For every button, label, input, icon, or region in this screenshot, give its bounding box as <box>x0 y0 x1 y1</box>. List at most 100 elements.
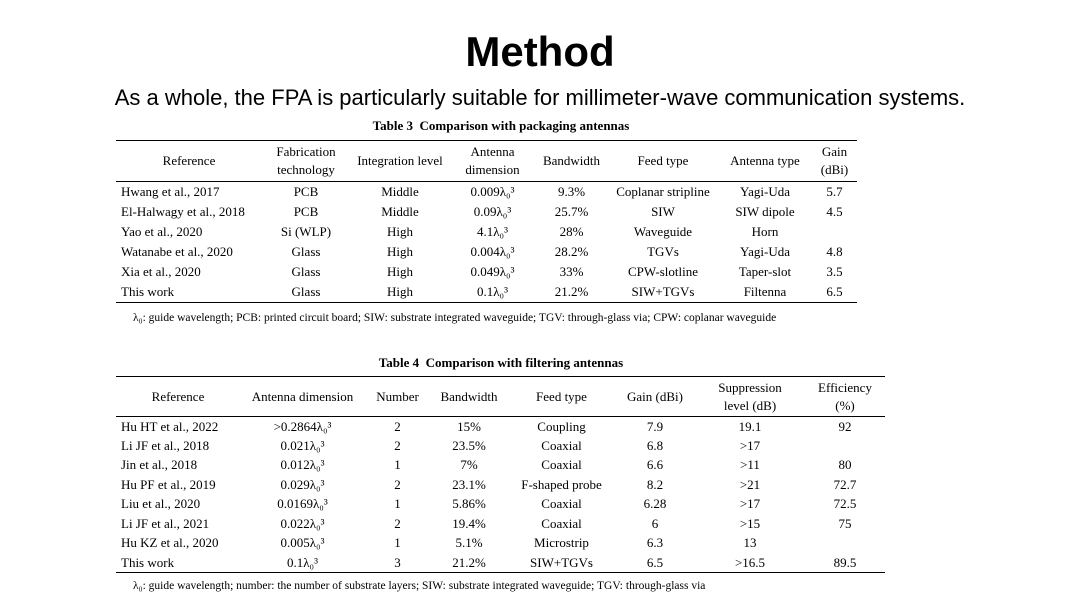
header-line: Antenna <box>470 144 515 159</box>
table-cell: 0.022λ₀³ <box>280 515 325 531</box>
table-cell: 5.1% <box>455 535 483 551</box>
table-cell: SIW dipole <box>735 203 795 219</box>
column-header: Suppression level (dB) <box>695 376 805 417</box>
column-header: Antenna type <box>718 140 812 182</box>
column-header: Integration level <box>350 140 450 182</box>
table-cell: >15 <box>739 515 761 531</box>
column-header: Bandwidth <box>535 140 608 182</box>
table-cell: 2 <box>394 515 401 531</box>
table-cell: 92 <box>838 418 852 434</box>
column-header: Feed type <box>608 140 718 182</box>
header-line: dimension <box>465 162 520 177</box>
table-cell: Horn <box>751 223 779 239</box>
table-cell: Yagi-Uda <box>740 244 790 260</box>
table-cell: 4.8 <box>826 244 843 260</box>
table-cell: 9.3% <box>557 183 586 199</box>
table-cell: Hu KZ et al., 2020 <box>121 535 219 551</box>
column-header: Fabrication technology <box>262 140 350 182</box>
table-cell: SIW+TGVs <box>631 284 695 300</box>
table-cell: Xia et al., 2020 <box>121 264 201 280</box>
table-cell: 0.1λ₀³ <box>477 284 508 300</box>
table-row: Li JF et al., 2018 0.021λ₀³ 2 23.5% Coaxial 6… <box>116 436 885 456</box>
table-row: Hu HT et al., 2022 >0.2864λ₀³ 2 15% Coupling… <box>116 417 885 437</box>
table-cell: 1 <box>394 535 401 551</box>
table-cell: Jin et al., 2018 <box>121 457 198 473</box>
header-line: Bandwidth <box>440 388 498 404</box>
table-cell: 7% <box>460 457 478 473</box>
table-cell: High <box>387 223 413 239</box>
table-cell: 89.5 <box>833 554 857 570</box>
table-note: λ₀: guide wavelength; number: the number… <box>133 580 706 592</box>
column-header: Gain (dBi) <box>812 140 857 182</box>
table-cell: 15% <box>457 418 481 434</box>
table-cell: 80 <box>838 457 852 473</box>
table-cell: 6.5 <box>646 554 664 570</box>
table-cell: >17 <box>739 437 761 453</box>
table-row: Li JF et al., 2021 0.022λ₀³ 2 19.4% Coaxial 6… <box>116 514 885 534</box>
table-cell: El-Halwagy et al., 2018 <box>121 203 245 219</box>
table-cell: >21 <box>739 476 761 492</box>
table-cell: Liu et al., 2020 <box>121 496 201 512</box>
table-cell: High <box>387 244 413 260</box>
table-row: Liu et al., 2020 0.0169λ₀³ 1 5.86% Coaxial 6.… <box>116 495 885 515</box>
table-cell: 0.012λ₀³ <box>280 457 325 473</box>
table-cell: 0.005λ₀³ <box>280 535 325 551</box>
table-caption: Table 3 Comparison with packaging antenn… <box>372 118 630 133</box>
table-row: Yao et al., 2020 Si (WLP) High 4.1λ₀³ 28% Wav… <box>116 222 857 242</box>
table-cell: Glass <box>291 264 321 280</box>
table-cell: High <box>387 264 413 280</box>
table: Reference Fabrication technology Integratio… <box>116 140 857 304</box>
table-cell: CPW-slotline <box>627 264 699 280</box>
table-row: Jin et al., 2018 0.012λ₀³ 1 7% Coaxial 6.6 >11… <box>116 456 885 476</box>
table-cell: 0.009λ₀³ <box>470 183 515 199</box>
title: Method <box>465 28 615 75</box>
table-row: El-Halwagy et al., 2018 PCB Middle 0.09λ₀³ 2… <box>116 202 857 222</box>
table-cell: 5.7 <box>826 183 843 199</box>
table-cell: Li JF et al., 2021 <box>121 515 210 531</box>
table-cell <box>805 436 885 456</box>
header-line: Suppression <box>718 379 782 395</box>
table-cell: >0.2864λ₀³ <box>273 418 332 434</box>
table: Reference Antenna dimension Number Bandwidt… <box>116 376 885 573</box>
table-cell: 0.021λ₀³ <box>280 437 325 453</box>
header-row: Reference Fabrication technology Integratio… <box>116 140 857 182</box>
table-cell: 23.1% <box>452 476 486 492</box>
table-cell: 0.09λ₀³ <box>473 203 512 219</box>
table-cell: Coaxial <box>541 515 582 531</box>
table-cell: 4.5 <box>826 203 843 219</box>
table-cell: Glass <box>291 244 321 260</box>
header-row: Reference Antenna dimension Number Bandwidt… <box>116 376 885 417</box>
table-cell: Watanabe et al., 2020 <box>121 244 233 260</box>
header-line: Feed type <box>637 153 689 168</box>
table-cell: 8.2 <box>646 476 664 492</box>
table-cell: 3 <box>394 554 401 570</box>
header-line: Bandwidth <box>542 153 601 168</box>
table-cell: SIW <box>651 203 675 219</box>
table-cell: 0.1λ₀³ <box>287 554 318 570</box>
column-header: Gain (dBi) <box>615 376 695 417</box>
table-cell: 23.5% <box>452 437 486 453</box>
column-header: Efficiency (%) <box>805 376 885 417</box>
table-cell: 72.7 <box>833 476 857 492</box>
table-cell: 6.28 <box>643 496 667 512</box>
table-cell: This work <box>121 284 175 300</box>
table-cell: Hu PF et al., 2019 <box>121 476 216 492</box>
header-line: Reference <box>162 153 216 168</box>
table-cell: 13 <box>743 535 757 551</box>
table-cell: 28.2% <box>554 244 589 260</box>
table-cell: 72.5 <box>833 496 857 512</box>
column-header: Reference <box>116 140 262 182</box>
header-line: Efficiency <box>818 379 872 395</box>
table-cell: Taper-slot <box>738 264 792 280</box>
table-cell: >16.5 <box>734 554 766 570</box>
table-cell: High <box>387 284 413 300</box>
header-line: Feed type <box>536 388 587 404</box>
table-cell: Hwang et al., 2017 <box>121 183 220 199</box>
table-cell: 25.7% <box>554 203 589 219</box>
table-row: Hu PF et al., 2019 0.029λ₀³ 2 23.1% F-shaped… <box>116 475 885 495</box>
table-cell: Glass <box>291 284 321 300</box>
header-line: Gain (dBi) <box>820 144 849 177</box>
table-cell: Yagi-Uda <box>740 183 790 199</box>
column-header: Number <box>365 376 430 417</box>
table-cell: Middle <box>381 183 419 199</box>
